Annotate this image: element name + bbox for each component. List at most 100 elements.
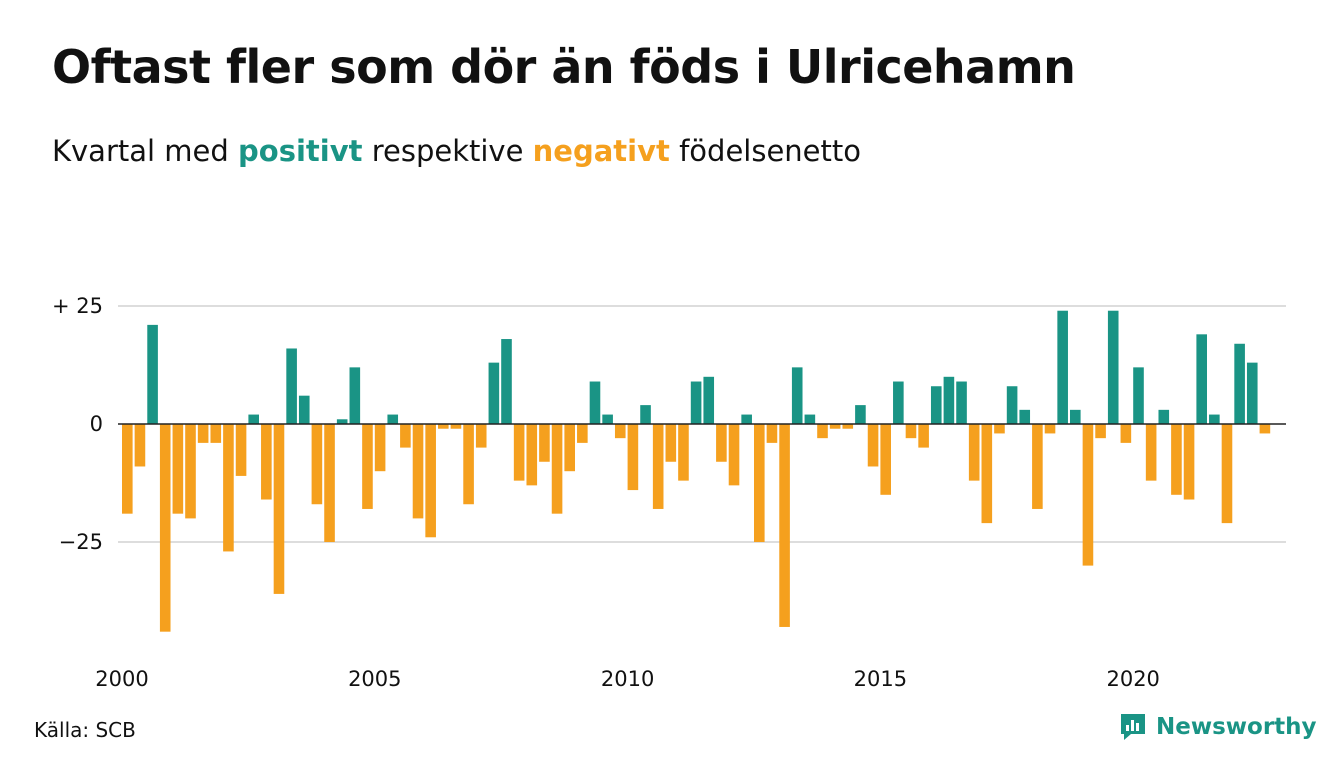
bar-2013K1 — [779, 424, 790, 627]
bar-2001K1 — [172, 424, 184, 514]
bar-2008K1 — [526, 424, 538, 486]
bar-2021K2 — [1196, 334, 1207, 424]
source-note: Källa: SCB — [34, 718, 136, 742]
x-tick-label: 2015 — [854, 667, 907, 691]
bar-2000K1 — [122, 424, 133, 514]
bar-2001K4 — [210, 424, 222, 443]
subtitle-suffix: födelsenetto — [679, 134, 861, 168]
bar-2006K2 — [438, 424, 449, 429]
bar-2022K2 — [1246, 362, 1258, 424]
bar-2016K2 — [943, 376, 955, 424]
bar-2012K3 — [754, 424, 765, 542]
bar-2022K3 — [1259, 424, 1271, 434]
bars — [122, 310, 1271, 632]
y-axis-ticks: + 25 0 −25 — [52, 294, 103, 554]
bar-2009K2 — [589, 381, 601, 424]
bar-2002K4 — [261, 424, 272, 500]
x-axis-ticks: 2000 2005 2010 2015 2020 — [95, 667, 1160, 691]
bar-2017K3 — [1006, 386, 1018, 424]
bar-2002K1 — [223, 424, 234, 552]
bar-2003K4 — [311, 424, 323, 505]
bar-2015K2 — [893, 381, 904, 424]
bar-2007K4 — [513, 424, 525, 481]
bar-2008K4 — [564, 424, 575, 472]
bar-2009K1 — [577, 424, 588, 443]
bar-2004K3 — [349, 367, 361, 424]
bar-2019K4 — [1120, 424, 1132, 443]
bar-2001K3 — [197, 424, 209, 443]
subtitle-prefix: Kvartal med — [52, 134, 229, 168]
bar-2017K2 — [994, 424, 1005, 434]
bar-2009K4 — [614, 424, 626, 439]
bar-2006K1 — [425, 424, 436, 538]
bar-2002K3 — [248, 414, 259, 424]
x-tick-label: 2005 — [348, 667, 401, 691]
bar-2012K2 — [741, 414, 752, 424]
brand-name: Newsworthy — [1156, 714, 1317, 740]
bar-2016K3 — [956, 381, 967, 424]
bar-2001K2 — [185, 424, 196, 519]
newsworthy-logo-icon — [1121, 714, 1145, 740]
bar-2010K3 — [652, 424, 664, 509]
chart-title: Oftast fler som dör än föds i Ulricehamn — [52, 40, 1076, 94]
subtitle-positive-word: positivt — [238, 134, 363, 168]
bar-2005K1 — [374, 424, 386, 472]
bar-2016K1 — [930, 386, 942, 424]
bar-2010K1 — [627, 424, 639, 491]
bar-2003K3 — [298, 395, 310, 424]
bar-2011K3 — [703, 376, 715, 424]
bar-2012K1 — [728, 424, 740, 486]
bar-2006K4 — [463, 424, 474, 505]
bar-2007K1 — [475, 424, 487, 448]
bar-2019K3 — [1107, 310, 1119, 424]
bar-2006K3 — [450, 424, 462, 429]
bar-2019K1 — [1082, 424, 1094, 566]
bar-2011K1 — [678, 424, 689, 481]
bar-2017K1 — [981, 424, 993, 524]
bar-2020K2 — [1145, 424, 1157, 481]
bar-2021K1 — [1183, 424, 1195, 500]
bar-2004K4 — [362, 424, 373, 509]
bar-2014K3 — [855, 405, 866, 424]
chart-subtitle: Kvartal med positivt respektive negativt… — [52, 134, 861, 168]
bar-2000K4 — [159, 424, 171, 632]
bar-2007K2 — [488, 362, 500, 424]
bar-2004K2 — [336, 419, 348, 424]
y-tick-label: −25 — [59, 530, 103, 554]
bar-2005K2 — [387, 414, 399, 424]
bar-2007K3 — [501, 339, 512, 424]
bar-2000K2 — [134, 424, 146, 467]
bar-2015K3 — [905, 424, 917, 439]
y-tick-label: + 25 — [52, 294, 103, 318]
bar-2018K2 — [1044, 424, 1056, 434]
bar-2012K4 — [766, 424, 778, 443]
bar-2014K2 — [842, 424, 854, 429]
bar-2020K4 — [1171, 424, 1182, 495]
bar-2013K4 — [817, 424, 828, 439]
bar-2018K4 — [1070, 409, 1081, 424]
bar-2000K3 — [147, 324, 158, 424]
bar-2004K1 — [324, 424, 335, 542]
bar-2021K3 — [1209, 414, 1220, 424]
bar-2022K1 — [1234, 343, 1245, 424]
bar-2002K2 — [235, 424, 247, 476]
bar-2008K2 — [539, 424, 550, 462]
bar-2016K4 — [968, 424, 980, 481]
bar-2015K4 — [918, 424, 929, 448]
bar-2021K4 — [1221, 424, 1233, 524]
bar-2018K3 — [1057, 310, 1068, 424]
bar-2014K1 — [829, 424, 841, 429]
bar-2003K1 — [273, 424, 285, 594]
bar-chart: + 25 0 −25 2000 2005 2010 2015 2020 — [52, 294, 1286, 691]
bar-2005K3 — [400, 424, 411, 448]
bar-2005K4 — [412, 424, 424, 519]
bar-2011K2 — [690, 381, 702, 424]
bar-2020K3 — [1158, 409, 1170, 424]
bar-2010K2 — [640, 405, 651, 424]
bar-2013K2 — [791, 367, 803, 424]
x-tick-label: 2000 — [95, 667, 148, 691]
bar-2020K1 — [1133, 367, 1144, 424]
x-tick-label: 2010 — [601, 667, 654, 691]
bar-2014K4 — [867, 424, 879, 467]
bar-2018K1 — [1032, 424, 1043, 509]
